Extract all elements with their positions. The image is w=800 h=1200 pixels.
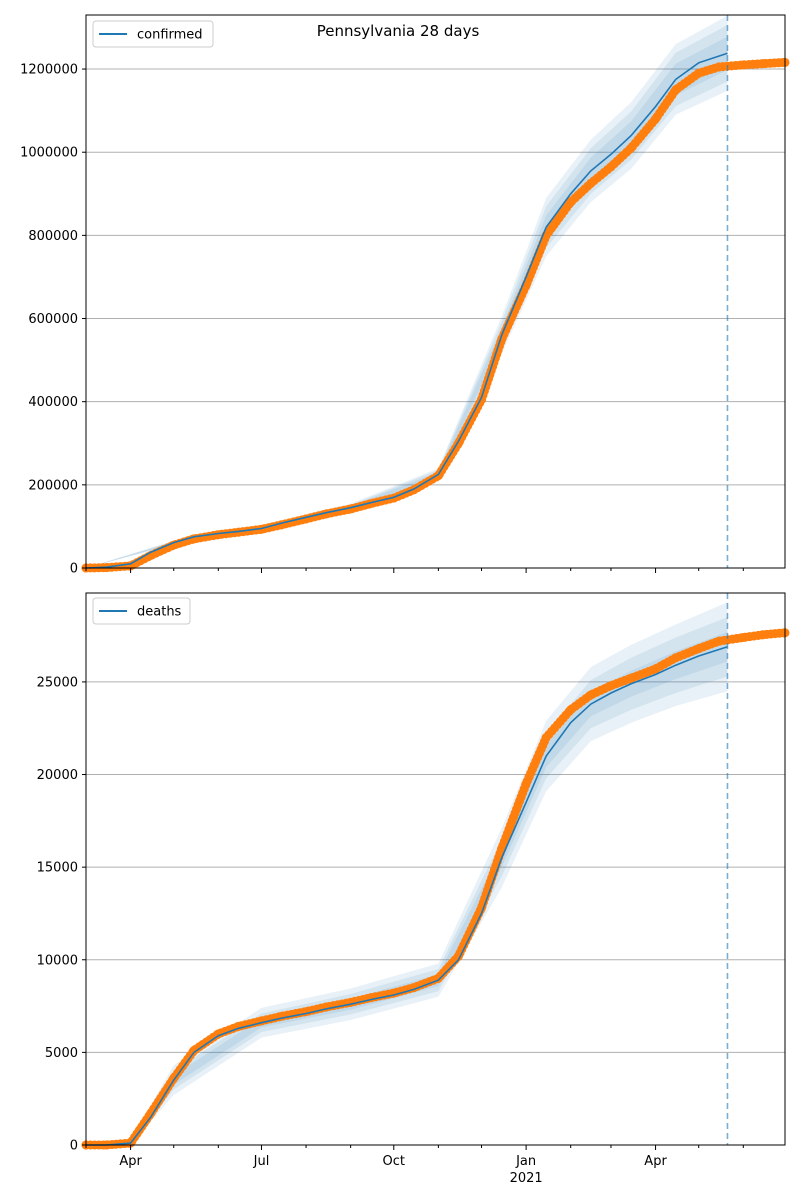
y-tick-label: 600000	[28, 312, 78, 327]
x-tick-label: Oct	[383, 1154, 405, 1169]
x-tick-label: Jan	[515, 1154, 536, 1169]
y-tick-label: 0	[70, 562, 78, 577]
confirmed-panel: 020000040000060000080000010000001200000 …	[20, 14, 790, 577]
observed-point	[671, 85, 681, 95]
uncertainty-band	[86, 15, 728, 569]
y-tick-label: 25000	[37, 675, 78, 690]
x-tick-label: Apr	[119, 1154, 142, 1169]
y-tick-label: 400000	[28, 395, 78, 410]
x-tick-label: Jul	[253, 1154, 270, 1169]
y-tick-label: 5000	[45, 1046, 78, 1061]
observed-point	[714, 62, 724, 72]
observed-point	[521, 779, 531, 789]
deaths-x-axis: Apr Jul Oct Jan Apr 2021	[85, 1145, 744, 1186]
deaths-legend: deaths	[92, 597, 191, 625]
observed-point	[671, 653, 681, 663]
observed-point	[213, 530, 223, 540]
observed-point	[586, 690, 596, 700]
legend-label-confirmed: confirmed	[137, 28, 203, 43]
observed-point	[738, 633, 748, 642]
model-median-line	[85, 52, 728, 569]
observed-point	[606, 681, 616, 691]
observed-point	[758, 630, 768, 640]
deaths-model-series	[86, 645, 728, 1146]
observed-point	[606, 162, 616, 172]
observed-point	[714, 636, 724, 646]
model-median-line	[86, 645, 728, 1146]
confirmed-x-axis	[85, 568, 744, 573]
y-tick-label: 1000000	[20, 146, 78, 161]
y-tick-label: 1200000	[20, 63, 78, 78]
x-year-label: 2021	[510, 1171, 543, 1186]
y-tick-label: 20000	[37, 768, 78, 783]
observed-point	[694, 68, 704, 78]
x-tick-label: Apr	[644, 1154, 667, 1169]
observed-point	[566, 705, 576, 715]
chart-title: Pennsylvania 28 days	[317, 22, 480, 40]
y-tick-label: 0	[70, 1139, 78, 1154]
observed-point	[586, 178, 596, 188]
uncertainty-band	[86, 36, 728, 569]
confirmed-model-series	[85, 52, 728, 569]
observed-point	[626, 143, 636, 153]
observed-point	[301, 514, 311, 524]
deaths-y-axis: 0 5000 10000 15000 20000 25000	[37, 675, 86, 1154]
observed-point	[213, 1029, 223, 1039]
deaths-uncertainty-bands	[86, 602, 728, 1145]
uncertainty-band	[86, 617, 728, 1145]
y-tick-label: 10000	[37, 953, 78, 968]
observed-point	[651, 114, 661, 124]
observed-point	[366, 499, 376, 509]
confirmed-axes-frame	[85, 14, 786, 569]
y-tick-label: 15000	[37, 861, 78, 876]
uncertainty-band	[86, 602, 728, 1145]
y-tick-label: 200000	[28, 478, 78, 493]
observed-point	[146, 1109, 156, 1118]
legend-label-deaths: deaths	[137, 605, 182, 620]
deaths-axes-frame	[85, 592, 786, 1146]
observed-point	[694, 644, 704, 654]
confirmed-legend: confirmed	[92, 20, 214, 48]
observed-point	[189, 1046, 199, 1055]
confirmed-uncertainty-bands	[86, 15, 728, 569]
observed-point	[541, 733, 551, 742]
uncertainty-band	[86, 25, 728, 568]
observed-point	[651, 664, 661, 674]
uncertainty-band	[86, 631, 728, 1145]
legend-box	[92, 597, 191, 625]
y-tick-label: 800000	[28, 229, 78, 244]
legend-box	[92, 20, 214, 48]
observed-point	[738, 60, 748, 70]
observed-point	[758, 59, 768, 69]
observed-point	[566, 197, 576, 207]
observed-point	[433, 471, 443, 481]
confirmed-y-axis: 0 200000 400000 600000 800000 1000000 1200000	[20, 63, 86, 577]
observed-point	[626, 673, 636, 683]
